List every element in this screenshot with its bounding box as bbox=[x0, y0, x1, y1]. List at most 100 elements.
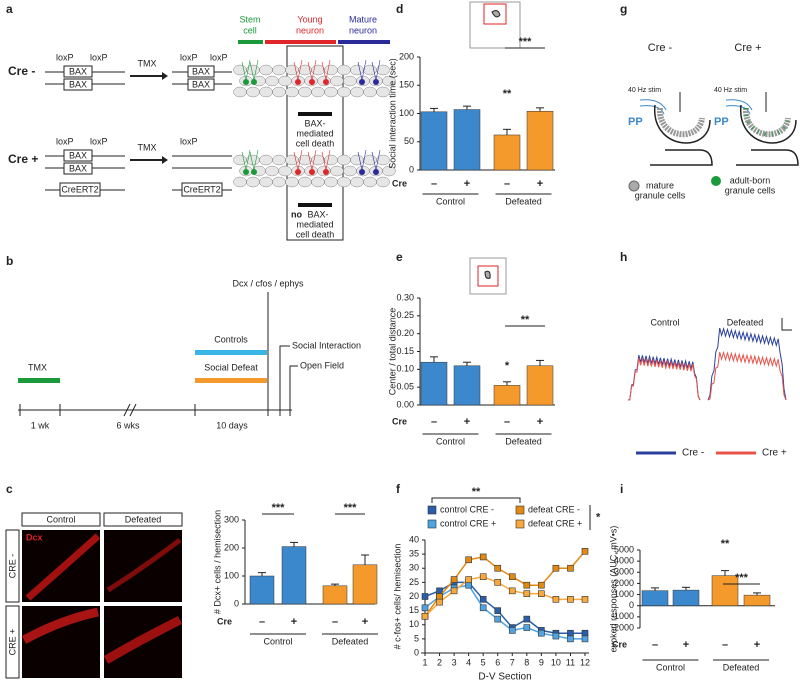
cell bbox=[285, 176, 299, 188]
cell bbox=[363, 86, 377, 98]
legend-text: control CRE - bbox=[440, 504, 494, 514]
granule-layer bbox=[656, 107, 705, 138]
cell bbox=[259, 154, 273, 166]
y-tick-label: 300 bbox=[224, 514, 239, 524]
x-tick-label: 3 bbox=[452, 657, 457, 667]
gene-box bbox=[59, 182, 101, 197]
cell bbox=[311, 176, 325, 188]
x-tick-label: 2 bbox=[437, 657, 442, 667]
point bbox=[552, 632, 560, 640]
condition: Cre + bbox=[734, 42, 761, 54]
cell bbox=[363, 176, 377, 188]
header: Mature bbox=[349, 14, 377, 24]
x-tick-label: 1 bbox=[422, 657, 427, 667]
trace bbox=[484, 270, 491, 279]
dendrite bbox=[307, 59, 317, 81]
death-text: cell death bbox=[296, 138, 335, 148]
group-label: Defeated bbox=[723, 662, 760, 672]
cell bbox=[376, 86, 390, 98]
x-row-label: Cre bbox=[217, 616, 232, 626]
cell bbox=[330, 75, 344, 87]
pp-fiber bbox=[639, 99, 667, 115]
pointer bbox=[279, 345, 290, 404]
point bbox=[479, 553, 487, 561]
y-tick-label: 0 bbox=[414, 647, 419, 657]
death-text: BAX- bbox=[304, 118, 325, 128]
loxp: loxP bbox=[56, 136, 74, 146]
bar bbox=[249, 575, 275, 605]
dendrite bbox=[357, 149, 367, 171]
group-label: Control bbox=[263, 636, 292, 646]
group: Controls bbox=[214, 334, 248, 344]
y-tick-label: 2000 bbox=[614, 578, 634, 588]
legend-text: defeat CRE - bbox=[528, 504, 580, 514]
x-tick-label: 11 bbox=[566, 657, 575, 667]
y-tick-label: 0.05 bbox=[396, 382, 414, 392]
gene-box bbox=[181, 182, 223, 197]
significance: * bbox=[505, 360, 510, 372]
dendrite bbox=[307, 149, 317, 171]
significance: *** bbox=[272, 502, 286, 514]
neuron bbox=[243, 79, 249, 85]
y-tick-label: 150 bbox=[399, 80, 414, 90]
neuron bbox=[251, 79, 257, 85]
gene-box bbox=[187, 78, 215, 91]
hippocampus bbox=[650, 104, 713, 166]
neuron bbox=[243, 169, 249, 175]
y-tick-label: 0.30 bbox=[396, 292, 414, 302]
significance-line bbox=[431, 497, 521, 503]
loxp: loxP bbox=[90, 52, 108, 62]
point bbox=[436, 598, 443, 606]
tmx-bar bbox=[18, 378, 60, 383]
legend-swatch bbox=[515, 505, 525, 515]
legend-text: granule cells bbox=[725, 185, 776, 195]
group-label: Defeated bbox=[332, 636, 369, 646]
point bbox=[523, 581, 531, 589]
gene: BAX bbox=[69, 150, 87, 160]
point bbox=[552, 564, 560, 572]
pathway: PP bbox=[714, 116, 729, 128]
condition: Cre - bbox=[648, 42, 673, 54]
x-tick-label: – bbox=[504, 178, 510, 190]
panel-label: d bbox=[396, 2, 403, 16]
loxp: loxP bbox=[180, 52, 198, 62]
gene-box bbox=[187, 65, 215, 78]
neuron bbox=[309, 169, 315, 175]
bar bbox=[281, 546, 307, 605]
legend-text: control CRE + bbox=[440, 518, 496, 528]
cell bbox=[330, 165, 344, 177]
point bbox=[552, 596, 560, 603]
point bbox=[494, 564, 502, 572]
gene: CreERT2 bbox=[183, 184, 220, 194]
point bbox=[479, 604, 487, 612]
cell bbox=[272, 86, 286, 98]
point bbox=[567, 596, 574, 603]
pathway: PP bbox=[628, 116, 643, 128]
cell bbox=[337, 154, 351, 166]
arrow-head bbox=[162, 72, 168, 80]
gene: CreERT2 bbox=[61, 184, 98, 194]
series-line bbox=[424, 575, 585, 617]
trace bbox=[491, 10, 501, 18]
panel-label: a bbox=[6, 2, 13, 16]
hippocampus bbox=[736, 104, 799, 166]
trace bbox=[628, 357, 701, 401]
header-bar bbox=[265, 40, 336, 44]
point bbox=[421, 593, 429, 600]
bar bbox=[711, 575, 739, 606]
bar bbox=[526, 110, 554, 171]
point bbox=[494, 579, 502, 586]
y-tick-label: 1000 bbox=[614, 589, 634, 599]
point bbox=[421, 612, 429, 620]
x-tick-label: 9 bbox=[539, 657, 544, 667]
y-tick-label: 0.15 bbox=[396, 346, 414, 356]
panel-label: h bbox=[620, 250, 627, 264]
y-tick-label: 15 bbox=[409, 605, 419, 615]
neuron bbox=[323, 169, 329, 175]
point bbox=[538, 581, 545, 589]
neuron bbox=[373, 79, 379, 85]
bar bbox=[298, 112, 332, 116]
x-tick-label: – bbox=[259, 616, 265, 628]
legend-text: adult-born bbox=[730, 175, 771, 185]
legend-text: defeat CRE + bbox=[528, 518, 582, 528]
